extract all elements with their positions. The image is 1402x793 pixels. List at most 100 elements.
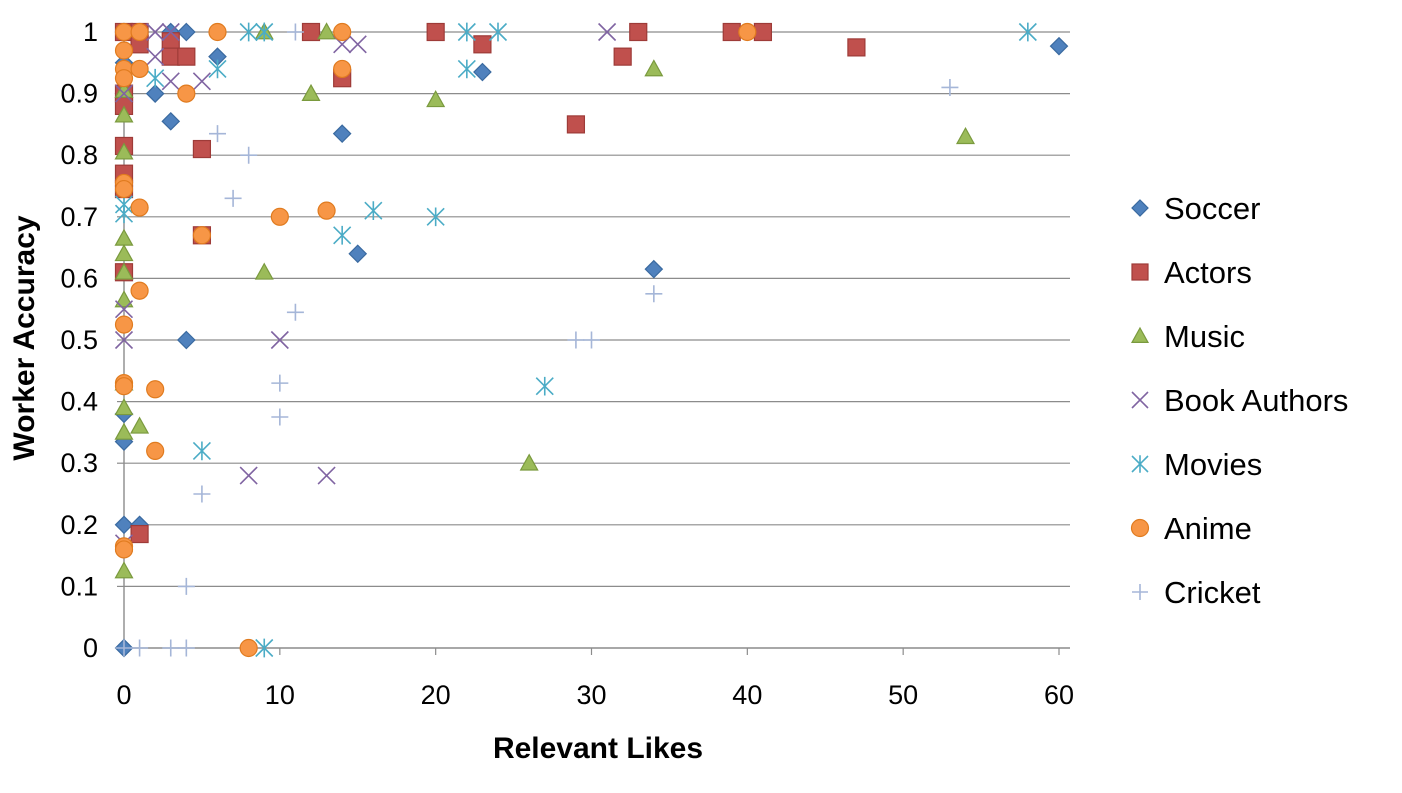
y-tick-label: 0.7 [60, 202, 98, 232]
data-point [114, 330, 134, 350]
data-point [161, 32, 180, 51]
data-point [208, 22, 227, 42]
y-axis-title: Worker Accuracy [8, 215, 41, 460]
data-point [332, 124, 352, 143]
x-tick-label: 30 [576, 680, 606, 710]
legend: Soccer Actors Music Book Authors Movies Anime… [1130, 191, 1348, 610]
data-point [317, 466, 336, 485]
data-point [426, 90, 446, 108]
data-point [176, 330, 196, 350]
legend-marker [1130, 326, 1150, 343]
data-point [644, 59, 664, 77]
data-point [130, 416, 150, 434]
data-point [239, 466, 258, 485]
data-point [114, 290, 134, 308]
data-point [192, 226, 212, 245]
y-tick-label: 0.5 [60, 325, 98, 355]
legend-label: Movies [1164, 447, 1262, 482]
data-point [317, 22, 337, 40]
legend-marker [1131, 455, 1149, 473]
data-point [114, 105, 134, 123]
data-point [348, 244, 368, 264]
legend-marker [1132, 584, 1148, 600]
data-point [161, 72, 180, 91]
x-tick-label: 0 [116, 680, 131, 710]
x-tick-label: 10 [265, 680, 295, 710]
y-tick-label: 0.9 [60, 79, 98, 109]
legend-label: Anime [1164, 511, 1252, 546]
data-point [566, 115, 586, 134]
legend-marker [1131, 199, 1149, 217]
data-point [114, 228, 134, 246]
data-point [847, 38, 866, 57]
data-point [192, 72, 211, 91]
data-point [114, 561, 134, 579]
y-tick-labels: 0 0.1 0.2 0.3 0.4 0.5 0.6 0.7 0.8 0.9 1 [60, 17, 98, 663]
x-tick-label: 50 [888, 680, 918, 710]
series-anime [114, 22, 757, 658]
data-point [209, 125, 226, 143]
data-point [613, 47, 632, 66]
data-point [114, 515, 134, 535]
data-point [114, 69, 134, 88]
data-point [146, 47, 165, 66]
y-tick-label: 1 [83, 17, 98, 47]
data-point [333, 59, 352, 79]
data-point [629, 22, 648, 42]
x-tick-label: 60 [1044, 680, 1074, 710]
data-point [177, 84, 196, 103]
legend-label: Book Authors [1164, 383, 1348, 418]
data-point [645, 285, 663, 303]
data-point [488, 22, 508, 42]
data-point [130, 59, 149, 79]
data-point [177, 47, 196, 66]
data-point [598, 22, 617, 42]
data-point [146, 68, 165, 88]
data-point [146, 441, 165, 460]
data-point [161, 22, 180, 42]
data-point [239, 638, 258, 658]
data-points [114, 22, 1069, 658]
y-tick-label: 0.1 [60, 571, 98, 601]
data-point [114, 315, 134, 334]
y-tick-label: 0.2 [60, 510, 98, 540]
data-point [457, 22, 476, 42]
x-tick-label: 40 [732, 680, 762, 710]
data-point [145, 84, 165, 103]
data-point [130, 22, 149, 42]
data-point [114, 41, 134, 60]
data-point [114, 179, 134, 199]
x-axis-title: Relevant Likes [493, 732, 703, 765]
data-point [114, 142, 134, 160]
data-point [208, 59, 227, 79]
series-movies [114, 22, 1037, 658]
series-book-authors [114, 22, 617, 553]
data-point [254, 262, 274, 280]
data-point [426, 22, 445, 42]
data-point [162, 639, 180, 657]
series-cricket [115, 23, 959, 657]
data-point [192, 441, 211, 461]
legend-label: Actors [1164, 255, 1252, 290]
data-point [364, 201, 383, 220]
data-point [317, 201, 336, 220]
data-point [473, 62, 492, 82]
data-point [333, 225, 352, 245]
data-point [114, 540, 134, 559]
data-point [567, 331, 585, 349]
series-actors [114, 22, 866, 544]
data-point [286, 303, 304, 321]
data-point [333, 22, 352, 42]
data-point [519, 453, 539, 471]
y-tick-label: 0.4 [60, 387, 98, 417]
x-tick-label: 20 [421, 680, 451, 710]
data-point [955, 126, 976, 145]
data-point [114, 84, 134, 103]
data-point [301, 83, 321, 102]
x-tick-labels: 0 10 20 30 40 50 60 [116, 680, 1074, 710]
data-point [114, 22, 134, 42]
y-tick-label: 0.6 [60, 263, 98, 293]
data-point [473, 35, 492, 54]
data-point [114, 377, 134, 396]
